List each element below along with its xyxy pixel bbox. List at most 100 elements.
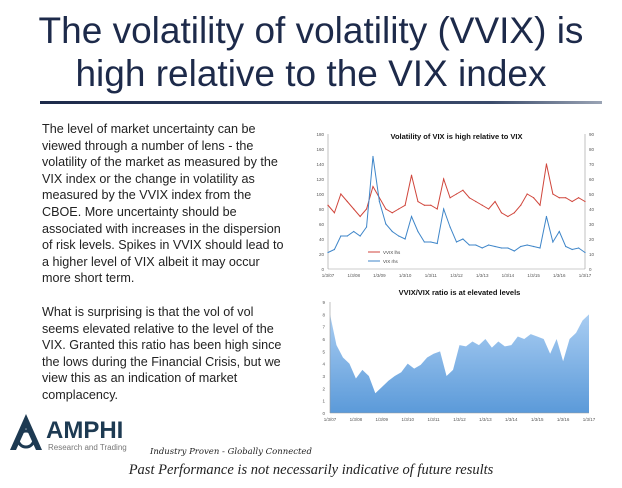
series-point (494, 245, 496, 248)
series-point (558, 230, 560, 233)
series-point (436, 242, 438, 245)
vvix-vix-line-chart: Volatility of VIX is high relative to VI… (316, 132, 595, 278)
amphi-logo: AMPHI Research and Trading (10, 414, 127, 452)
series-point (481, 204, 483, 206)
y-left-tick-label: 0 (321, 267, 324, 272)
ratio-area (330, 314, 589, 413)
paragraph-line: of risk levels. Spikes in VVIX should le… (42, 238, 284, 253)
y-right-tick-label: 10 (589, 252, 595, 257)
series-point (488, 208, 490, 210)
series-point (410, 215, 413, 218)
series-point (584, 251, 586, 254)
series-point (552, 193, 554, 195)
paragraph-1: The level of market uncertainty can be vi… (42, 121, 284, 287)
series-point (449, 197, 451, 199)
paragraph-line: What is surprising is that the vol of vo… (42, 305, 254, 319)
paragraph-line: seems elevated relative to the level of … (42, 321, 274, 336)
y-left-tick-label: 20 (319, 252, 325, 257)
x-tick-label: 1/3/09 (373, 273, 386, 278)
x-tick-label: 1/3/07 (322, 273, 335, 278)
paragraph-line: more short term. (42, 271, 135, 286)
paragraph-line: VIX index or the change in volatility as (42, 171, 255, 186)
paragraph-line: volatility of the market as measured by … (42, 155, 278, 170)
paragraph-line: view this as an indication of market (42, 371, 238, 386)
paragraph-line: CBOE. More uncertainty should be (42, 204, 237, 219)
series-point (526, 193, 528, 195)
x-tick-label: 1/3/14 (505, 417, 518, 422)
series-point (340, 193, 342, 195)
x-tick-label: 1/3/14 (502, 273, 515, 278)
y-right-tick-label: 70 (589, 162, 595, 167)
y-left-tick-label: 120 (316, 177, 324, 182)
y-tick-label: 6 (322, 337, 325, 342)
legend-label: VIX rhs (383, 259, 399, 264)
y-right-tick-label: 0 (589, 267, 592, 272)
series-point (507, 215, 509, 218)
series-point (577, 247, 580, 249)
y-tick-label: 3 (322, 374, 325, 379)
series-point (462, 189, 464, 191)
y-left-tick-label: 60 (319, 222, 325, 227)
paragraph-line: measured by the VVIX index from the (42, 188, 252, 203)
y-tick-label: 0 (322, 411, 325, 416)
series-point (533, 245, 535, 248)
x-tick-label: 1/3/13 (479, 417, 492, 422)
series-point (372, 155, 374, 158)
y-tick-label: 7 (322, 325, 325, 330)
series-point (513, 212, 515, 214)
series-point (417, 200, 419, 203)
series-point (327, 204, 329, 206)
x-tick-label: 1/3/11 (425, 273, 438, 278)
series-point (404, 204, 406, 206)
slide-title-line-2: high relative to the VIX index (75, 53, 547, 94)
series-point (417, 230, 419, 233)
series-point (353, 230, 355, 233)
series-point (333, 248, 336, 251)
series-point (443, 208, 445, 210)
series-point (468, 244, 470, 246)
series-point (372, 185, 374, 188)
series-point (398, 208, 400, 210)
series-point (385, 208, 387, 210)
series-point (488, 244, 490, 246)
series-point (494, 200, 496, 203)
ratio-area-chart: VVIX/VIX ratio is at elevated levels 0 1 2 3… (322, 288, 595, 422)
y-left-tick-label: 180 (316, 132, 324, 137)
y-left-tick-label: 140 (316, 162, 324, 167)
series-point (481, 247, 483, 249)
series-point (391, 212, 393, 214)
x-tick-label: 1/3/16 (557, 417, 570, 422)
y-right-tick-label: 30 (589, 222, 595, 227)
series-point (359, 215, 361, 218)
series-point (430, 204, 432, 206)
y-right-tick-label: 90 (589, 132, 595, 137)
x-tick-label: 1/3/16 (553, 273, 566, 278)
x-tick-label: 1/3/12 (453, 417, 466, 422)
title-divider (40, 101, 602, 104)
series-point (507, 247, 509, 249)
series-point (500, 247, 503, 249)
series-point (533, 197, 535, 199)
series-point (378, 200, 380, 203)
paragraph-2: What is surprising is that the vol of vo… (42, 304, 281, 404)
y-right-tick-label: 40 (589, 207, 595, 212)
y-right-tick-label: 20 (589, 237, 595, 242)
series-point (436, 208, 438, 210)
chart-title: Volatility of VIX is high relative to VI… (391, 132, 523, 141)
legend-label: VVIX lhs (383, 250, 401, 255)
series-point (539, 247, 541, 249)
y-left-tick-label: 40 (319, 237, 325, 242)
series-point (513, 250, 515, 252)
series-point (449, 226, 451, 228)
x-tick-label: 1/3/09 (376, 417, 389, 422)
series-point (520, 204, 522, 206)
series-point (346, 200, 348, 203)
logo-subtitle: Research and Trading (48, 443, 127, 452)
series-point (475, 200, 477, 203)
logo-name: AMPHI (46, 417, 123, 444)
y-tick-label: 8 (322, 312, 325, 317)
logo-mark-icon (10, 414, 42, 450)
series-point (552, 241, 554, 243)
x-tick-label: 1/3/15 (531, 417, 544, 422)
